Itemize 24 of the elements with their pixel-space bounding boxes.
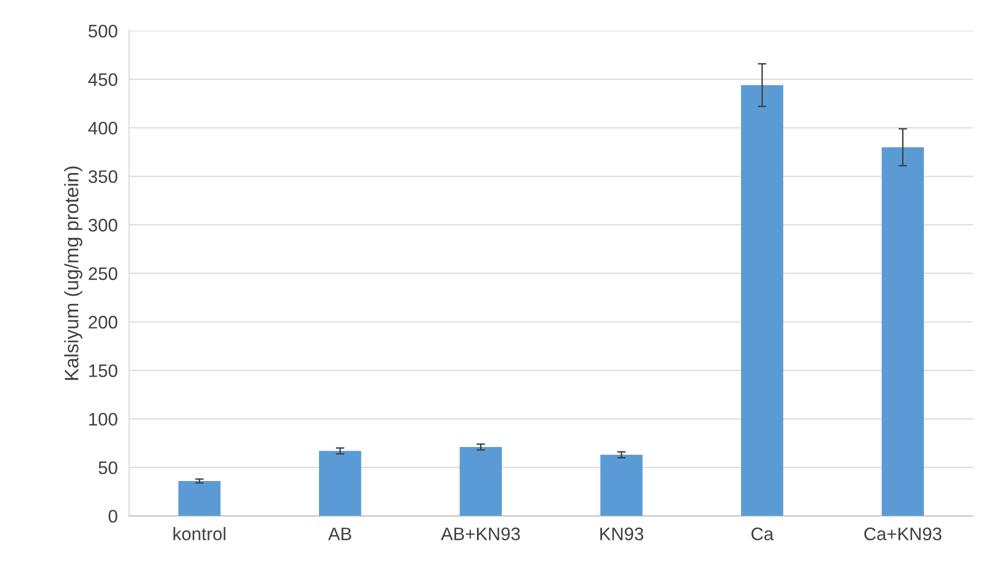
y-tick-label: 200 bbox=[88, 316, 118, 329]
x-tick-label: KN93 bbox=[600, 528, 644, 540]
y-tick-label: 350 bbox=[88, 170, 118, 184]
y-tick-label: 400 bbox=[88, 122, 118, 135]
x-tick-label: kontrol bbox=[174, 527, 226, 540]
bar bbox=[882, 147, 924, 516]
bar bbox=[741, 85, 784, 516]
bar bbox=[178, 481, 221, 516]
bar bbox=[319, 450, 362, 516]
bar bbox=[600, 454, 643, 516]
y-tick-label: 50 bbox=[98, 461, 118, 474]
y-tick-label: 500 bbox=[88, 24, 118, 38]
y-tick-label: 300 bbox=[88, 218, 118, 232]
y-axis-title: Kalsiyum (ug/mg protein) bbox=[64, 166, 82, 380]
bar bbox=[460, 447, 502, 516]
x-tick-label: Ca bbox=[752, 528, 774, 540]
y-tick-label: 0 bbox=[108, 510, 118, 523]
y-tick-label: 250 bbox=[88, 267, 118, 280]
x-tick-label: AB bbox=[328, 528, 352, 540]
x-tick-label: AB+KN93 bbox=[440, 528, 520, 540]
y-tick-label: 100 bbox=[89, 412, 118, 426]
x-tick-label: Ca+KN93 bbox=[864, 528, 942, 540]
y-tick-label: 150 bbox=[89, 364, 118, 378]
y-tick-label: 450 bbox=[88, 73, 118, 86]
